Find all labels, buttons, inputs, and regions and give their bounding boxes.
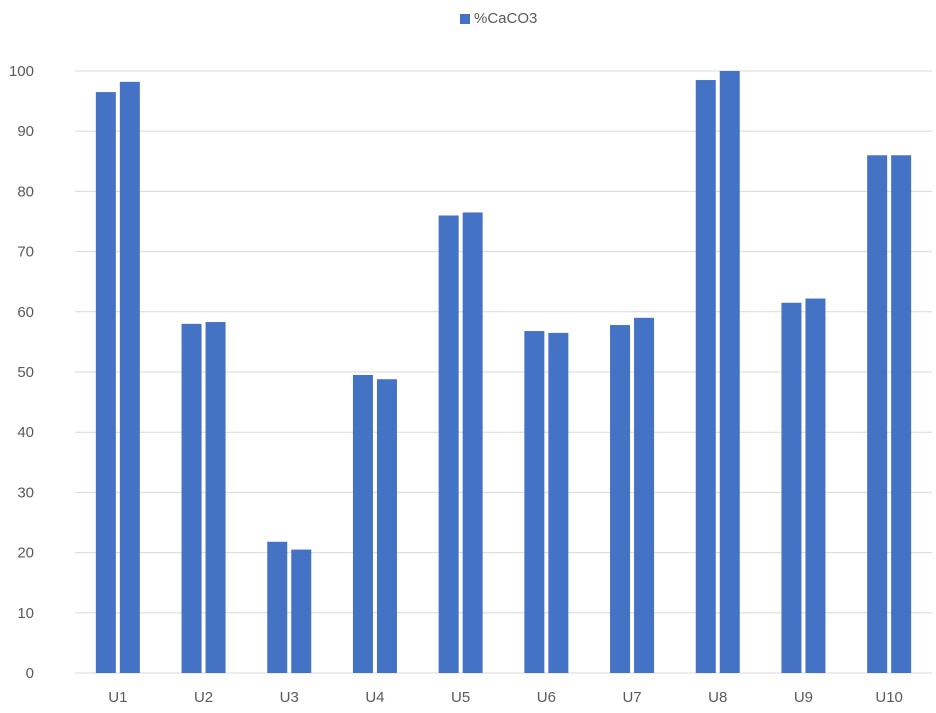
y-axis-ticks: 0 10 20 30 40 50 60 70 80 90 100 <box>9 63 34 682</box>
gridlines <box>75 70 932 674</box>
x-tick-label: U9 <box>794 689 813 706</box>
bar-u6-1 <box>524 331 545 673</box>
legend-swatch <box>460 13 470 24</box>
bar-u8-2 <box>719 71 740 673</box>
legend-label: %CaCO3 <box>474 10 538 27</box>
y-tick-label: 20 <box>17 545 34 562</box>
bar-u8-1 <box>695 80 716 673</box>
y-tick-label: 60 <box>17 304 34 321</box>
bar-u4-2 <box>376 379 397 673</box>
y-tick-label: 90 <box>17 123 34 140</box>
legend: %CaCO3 <box>460 10 537 27</box>
bar-u2-2 <box>205 322 226 673</box>
y-tick-label: 30 <box>17 484 34 501</box>
bar-u7-1 <box>610 325 631 673</box>
y-tick-label: 100 <box>9 63 34 80</box>
x-tick-label: U1 <box>108 689 127 706</box>
bar-u6-2 <box>548 332 569 673</box>
y-tick-label: 40 <box>17 424 34 441</box>
x-tick-label: U3 <box>280 689 299 706</box>
bar-u3-2 <box>291 549 312 673</box>
x-tick-label: U8 <box>708 689 727 706</box>
x-axis-ticks: U1 U2 U3 U4 U5 U6 U7 U8 U9 U10 <box>108 689 903 706</box>
bar-u1-2 <box>119 81 140 673</box>
x-tick-label: U4 <box>365 689 384 706</box>
y-tick-label: 10 <box>17 605 34 622</box>
bar-u9-1 <box>781 302 802 673</box>
bar-u10-2 <box>891 155 912 673</box>
x-tick-label: U10 <box>875 689 903 706</box>
y-tick-label: 0 <box>26 665 34 682</box>
bar-u2-1 <box>181 323 202 673</box>
bar-u5-2 <box>462 212 483 673</box>
bar-u10-1 <box>867 155 888 673</box>
x-tick-label: U6 <box>537 689 556 706</box>
x-tick-label: U2 <box>194 689 213 706</box>
bar-u1-1 <box>95 92 116 673</box>
bar-u9-2 <box>805 298 826 673</box>
x-tick-label: U5 <box>451 689 470 706</box>
bar-u3-1 <box>267 541 288 673</box>
y-tick-label: 50 <box>17 364 34 381</box>
y-tick-label: 70 <box>17 244 34 261</box>
bar-u4-1 <box>352 375 373 673</box>
bar-u5-1 <box>438 215 459 674</box>
x-tick-label: U7 <box>622 689 641 706</box>
bars <box>95 71 912 674</box>
bar-u7-2 <box>634 317 655 673</box>
y-tick-label: 80 <box>17 183 34 200</box>
